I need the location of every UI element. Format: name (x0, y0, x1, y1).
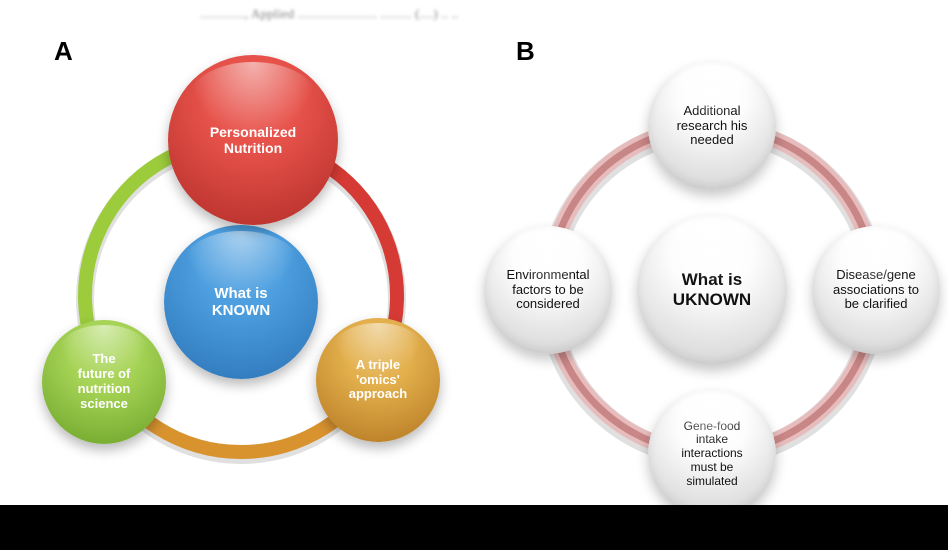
panel-a-bubble-personalized: PersonalizedNutrition (168, 55, 338, 225)
panel-b-bubble-additional-research-label: Additionalresearch hisneeded (669, 104, 756, 149)
panel-a-bubble-personalized-label: PersonalizedNutrition (202, 124, 304, 156)
panel-b-bubble-environmental-label: Environmentalfactors to beconsidered (498, 268, 597, 313)
paper-area: ............., Applied .................… (0, 0, 948, 505)
panel-a-bubble-triple-omics: A triple'omics'approach (316, 318, 440, 442)
panel-a-bubble-future-science: Thefuture ofnutritionscience (42, 320, 166, 444)
panel-a-center-bubble-label: What isKNOWN (204, 285, 278, 320)
panel-a-center-bubble: What isKNOWN (164, 225, 318, 379)
panel-b-bubble-gene-food-label: Gene-foodintakeinteractionsmust besimula… (673, 420, 750, 489)
panel-b-center-bubble: What isUKNOWN (637, 215, 787, 365)
panel-b-bubble-disease-gene-label: Disease/geneassociations tobe clarified (825, 268, 927, 313)
panel-a-bubble-triple-omics-label: A triple'omics'approach (341, 358, 416, 403)
panel-a-bubble-future-science-label: Thefuture ofnutritionscience (70, 352, 139, 412)
canvas: ............., Applied .................… (0, 0, 948, 550)
panel-b-bubble-disease-gene: Disease/geneassociations tobe clarified (812, 226, 940, 354)
panel-b-label: B (516, 36, 535, 67)
panel-b-center-bubble-label: What isUKNOWN (665, 270, 759, 309)
panel-b-bubble-gene-food: Gene-foodintakeinteractionsmust besimula… (648, 390, 776, 505)
cropped-header-text: ............., Applied .................… (200, 6, 459, 22)
panel-b-bubble-environmental: Environmentalfactors to beconsidered (484, 226, 612, 354)
panel-a-label: A (54, 36, 73, 67)
panel-b-bubble-additional-research: Additionalresearch hisneeded (648, 62, 776, 190)
